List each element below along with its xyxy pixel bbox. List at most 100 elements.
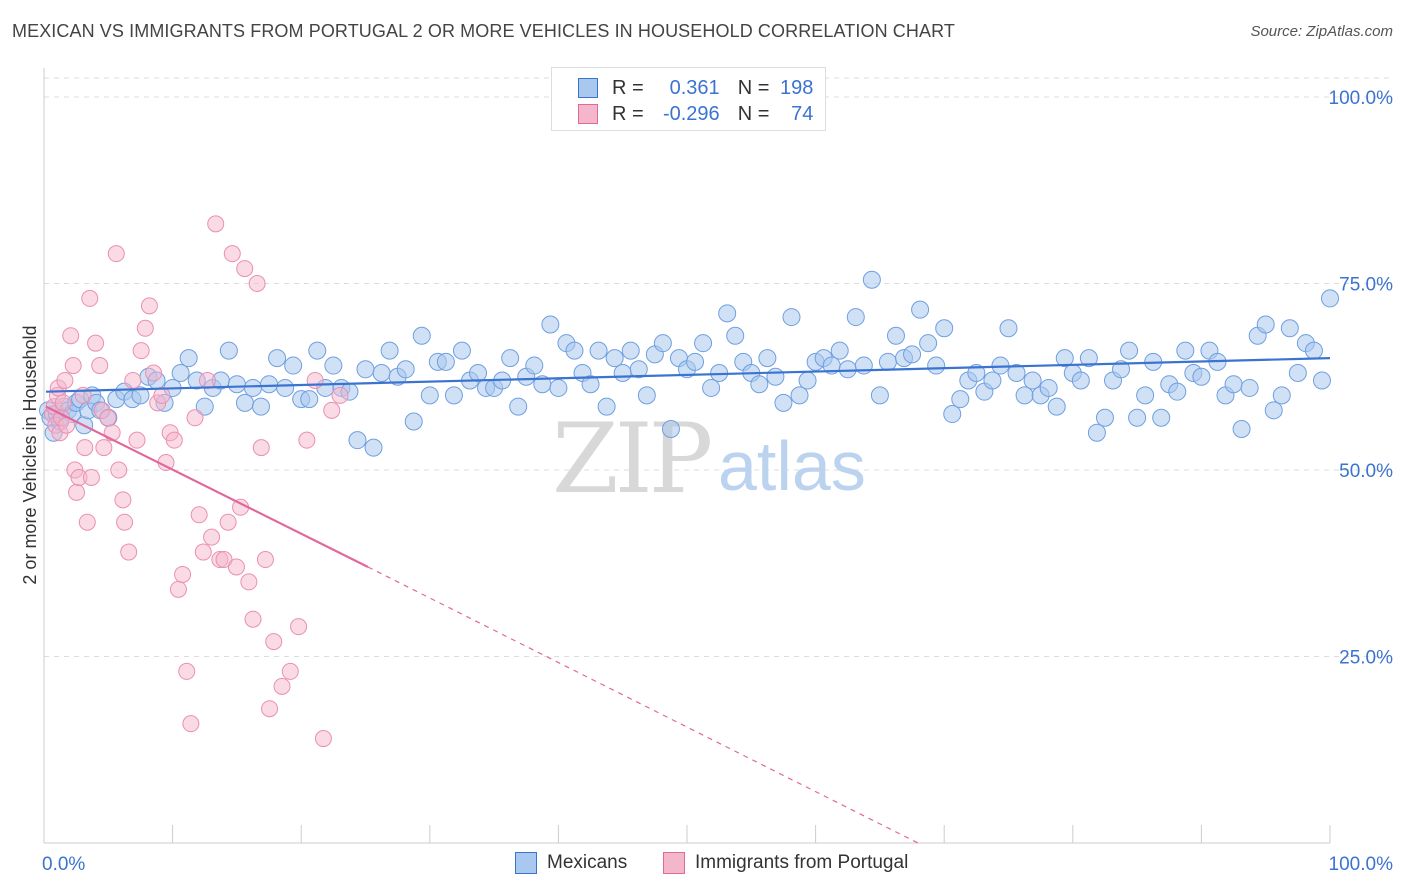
point-portugal [64, 357, 82, 375]
point-portugal [306, 371, 324, 389]
point-mexicans [235, 393, 254, 412]
point-portugal [252, 439, 270, 457]
point-portugal [314, 730, 332, 748]
point-mexicans [1039, 378, 1058, 397]
point-mexicans [404, 412, 423, 431]
point-mexicans [661, 419, 680, 438]
point-portugal [186, 409, 204, 427]
point-mexicans [1055, 349, 1074, 368]
point-mexicans [589, 341, 608, 360]
point-portugal [132, 342, 150, 360]
point-mexicans [501, 349, 520, 368]
point-mexicans [1120, 341, 1139, 360]
point-portugal [128, 431, 146, 449]
point-portugal [244, 610, 262, 628]
point-mexicans [637, 386, 656, 405]
point-portugal [182, 715, 200, 733]
point-mexicans [605, 349, 624, 368]
point-mexicans [750, 375, 769, 394]
point-mexicans [171, 364, 190, 383]
point-mexicans [718, 304, 737, 323]
legend-r-value: 0.361 [669, 76, 720, 99]
point-mexicans [766, 367, 785, 386]
point-mexicans [1007, 364, 1026, 383]
point-portugal [87, 334, 105, 352]
point-mexicans [790, 386, 809, 405]
point-mexicans [1321, 289, 1339, 308]
point-mexicans [782, 308, 801, 327]
point-portugal [261, 700, 279, 718]
point-mexicans [356, 360, 375, 379]
point-mexicans [300, 390, 319, 409]
point-mexicans [420, 386, 439, 405]
point-mexicans [1272, 386, 1291, 405]
point-portugal [136, 319, 154, 337]
point-portugal [178, 662, 196, 680]
point-mexicans [308, 341, 327, 360]
trendline-mexicans [45, 357, 1331, 393]
point-portugal [331, 386, 349, 404]
watermark-zip: ZIP [552, 403, 711, 515]
point-mexicans [1224, 375, 1243, 394]
legend-r-label: R = [612, 76, 644, 99]
point-portugal [68, 483, 86, 501]
point-mexicans [1128, 408, 1147, 427]
point-mexicans [927, 356, 946, 375]
point-portugal [298, 431, 316, 449]
point-mexicans [396, 360, 415, 379]
point-mexicans [999, 319, 1018, 338]
point-mexicans [798, 371, 817, 390]
point-portugal [116, 513, 134, 531]
point-mexicans [1095, 408, 1114, 427]
point-mexicans [1304, 341, 1323, 360]
point-mexicans [774, 393, 793, 412]
point-mexicans [260, 375, 279, 394]
point-portugal [190, 506, 208, 524]
point-portugal [82, 468, 100, 486]
point-portugal [91, 357, 109, 375]
point-portugal [76, 439, 94, 457]
point-mexicans [846, 308, 865, 327]
point-portugal [215, 551, 233, 569]
point-mexicans [903, 345, 922, 364]
legend-swatch-blue [578, 78, 598, 98]
point-mexicans [1176, 341, 1195, 360]
point-mexicans [565, 341, 584, 360]
bottom-legend-swatch-pink [663, 852, 685, 874]
point-mexicans [219, 341, 238, 360]
point-portugal [95, 439, 113, 457]
point-portugal [124, 371, 142, 389]
point-mexicans [943, 405, 962, 424]
point-mexicans [983, 371, 1002, 390]
point-mexicans [1071, 371, 1090, 390]
point-mexicans [935, 319, 954, 338]
legend-row-portugal: R = -0.296 N = 74 [578, 102, 813, 126]
y-tick-label: 25.0% [1339, 648, 1393, 669]
point-portugal [107, 245, 125, 263]
point-portugal [114, 491, 132, 509]
point-portugal [140, 297, 158, 315]
point-mexicans [348, 431, 367, 450]
point-mexicans [1015, 386, 1034, 405]
point-portugal [323, 401, 341, 419]
point-mexicans [1047, 397, 1066, 416]
point-mexicans [509, 397, 528, 416]
point-portugal [236, 260, 254, 278]
point-portugal [198, 371, 216, 389]
bottom-legend-portugal: Immigrants from Portugal [663, 852, 908, 874]
point-portugal [78, 513, 96, 531]
point-mexicans [838, 360, 857, 379]
legend-r-value: -0.296 [662, 102, 720, 125]
point-mexicans [268, 349, 287, 368]
point-mexicans [380, 341, 399, 360]
point-portugal [174, 565, 192, 583]
point-mexicans [436, 352, 455, 371]
legend-row-mexicans: R = 0.361 N = 198 [578, 76, 813, 100]
point-mexicans [597, 397, 616, 416]
point-mexicans [525, 356, 544, 375]
point-mexicans [1087, 423, 1106, 442]
point-portugal [223, 245, 241, 263]
legend-n-label: N = [737, 102, 770, 125]
point-portugal [62, 327, 80, 345]
point-portugal [265, 633, 283, 651]
